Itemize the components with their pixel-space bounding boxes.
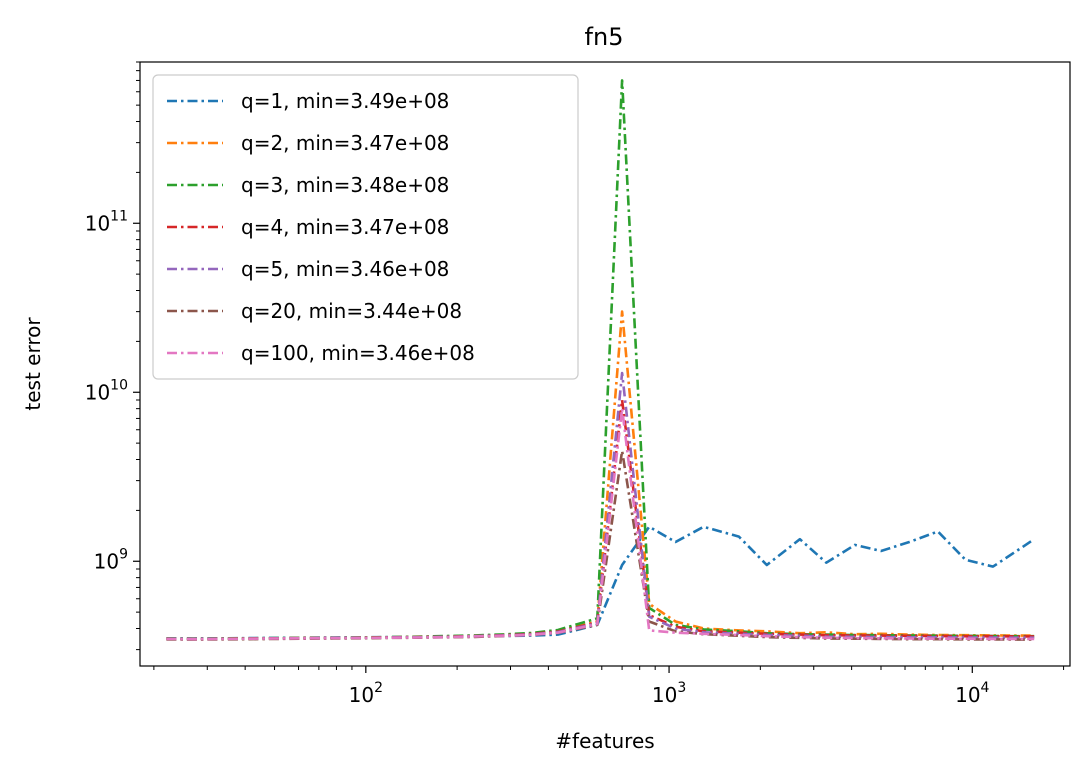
x-tick-label: 104 — [955, 680, 989, 707]
legend-label: q=2, min=3.47e+08 — [241, 131, 449, 155]
series-line-1 — [166, 525, 1035, 640]
legend-label: q=5, min=3.46e+08 — [241, 257, 449, 281]
legend-label: q=4, min=3.47e+08 — [241, 215, 449, 239]
y-tick-label: 1011 — [85, 208, 128, 235]
chart-title: fn5 — [585, 23, 624, 51]
series-line-3 — [166, 79, 1035, 641]
y-tick-label: 109 — [94, 546, 128, 573]
y-tick-label: 1010 — [85, 377, 128, 404]
legend-label: q=20, min=3.44e+08 — [241, 299, 462, 323]
legend-label: q=3, min=3.48e+08 — [241, 173, 449, 197]
legend-frame — [152, 74, 579, 380]
x-tick-label: 102 — [349, 680, 383, 707]
series-layer — [166, 79, 1035, 641]
series-line-7 — [166, 407, 1035, 641]
series-line-4 — [166, 398, 1035, 641]
legend-label: q=100, min=3.46e+08 — [241, 341, 475, 365]
series-line-6 — [166, 449, 1035, 641]
y-axis-label: test error — [21, 317, 45, 411]
series-line-5 — [166, 371, 1035, 641]
x-axis-label: #features — [555, 729, 654, 753]
ticks-layer: 102 103 104 109 1010 1011 — [85, 61, 1065, 707]
plot-frame — [139, 61, 1071, 667]
x-tick-label: 103 — [652, 680, 686, 707]
legend: q=1, min=3.49e+08 q=2, min=3.47e+08 q=3, m… — [152, 74, 579, 380]
legend-label: q=1, min=3.49e+08 — [241, 89, 449, 113]
